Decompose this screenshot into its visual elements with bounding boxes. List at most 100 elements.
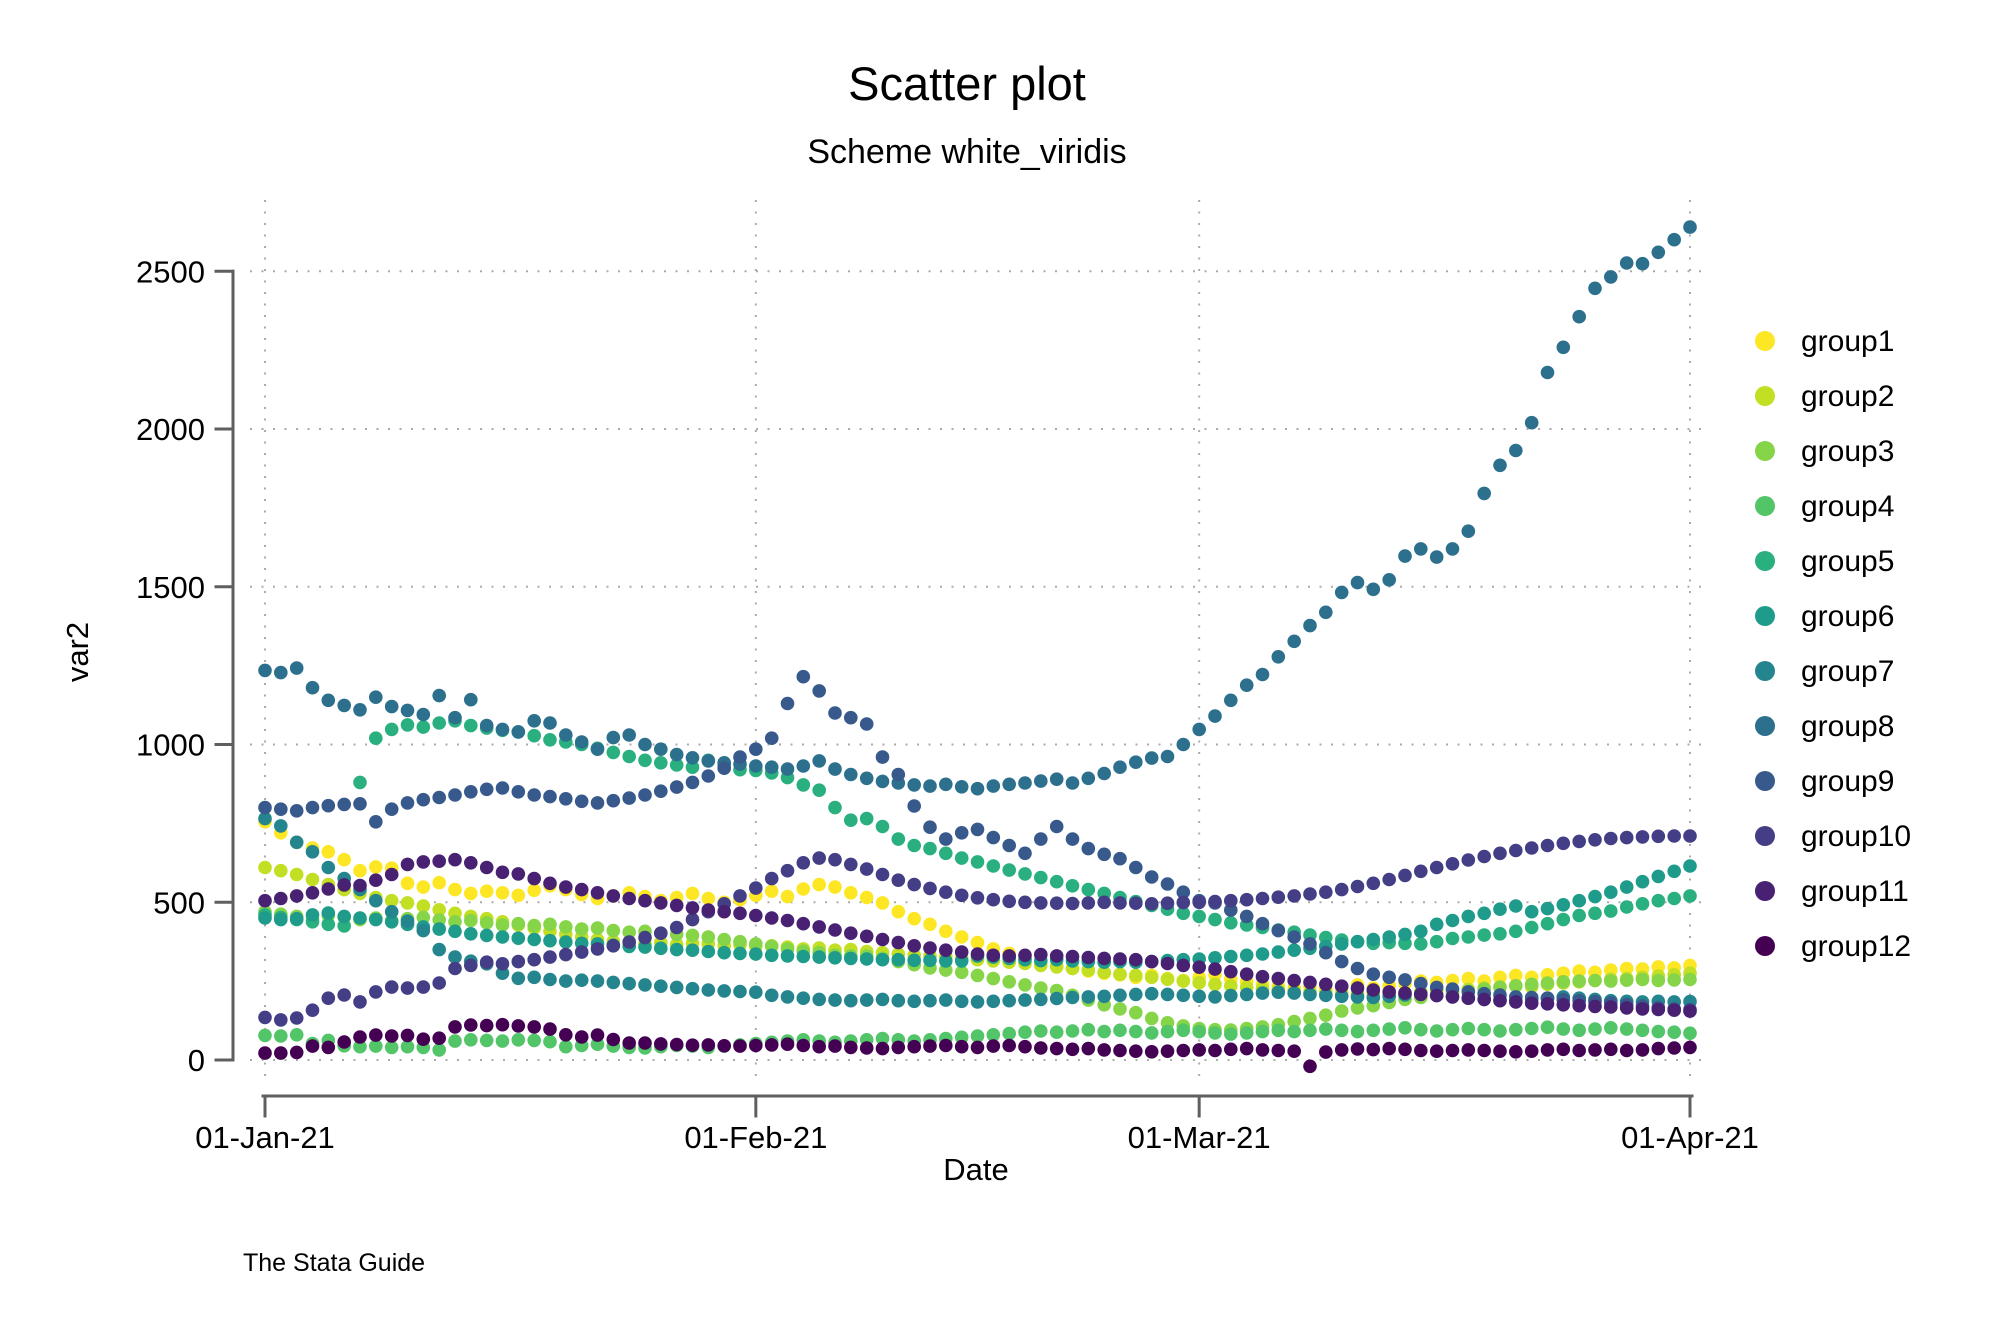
data-point: [891, 952, 906, 967]
data-point: [1414, 1043, 1428, 1058]
data-point: [511, 916, 526, 931]
data-point: [479, 782, 494, 797]
data-point: [701, 930, 716, 944]
data-point: [1382, 930, 1396, 944]
data-point: [1129, 1044, 1143, 1058]
data-point: [1018, 895, 1032, 910]
data-point: [891, 873, 906, 887]
data-point: [1334, 937, 1349, 951]
data-point: [749, 1038, 763, 1053]
data-point: [1160, 896, 1175, 910]
data-point: [1619, 256, 1634, 270]
data-point: [1129, 1024, 1143, 1039]
data-point: [1049, 819, 1064, 834]
data-point: [1129, 987, 1143, 1002]
data-point: [369, 1039, 383, 1053]
data-point: [1002, 993, 1016, 1008]
data-point: [400, 1039, 415, 1054]
data-point: [717, 1039, 731, 1053]
data-point: [590, 796, 605, 810]
data-point: [289, 804, 304, 818]
data-point: [1334, 1023, 1349, 1038]
data-point: [590, 942, 605, 956]
data-point: [1049, 896, 1064, 910]
data-point: [796, 1038, 811, 1053]
legend-item-label: group12: [1801, 930, 1911, 963]
data-point: [1255, 916, 1270, 931]
data-point: [1509, 1022, 1523, 1037]
y-axis-title: var2: [60, 622, 95, 682]
data-point: [1540, 916, 1555, 931]
data-point: [1113, 1002, 1127, 1016]
legend-item-label: group7: [1801, 655, 1894, 688]
data-point: [606, 793, 621, 808]
data-point: [289, 1011, 304, 1025]
data-point: [464, 1033, 478, 1047]
data-point: [970, 968, 985, 983]
data-point: [400, 876, 415, 891]
data-point: [1224, 1027, 1238, 1041]
data-point: [1192, 975, 1206, 990]
data-point: [1461, 853, 1476, 867]
data-point: [1493, 846, 1507, 861]
data-point: [733, 946, 747, 961]
data-point: [954, 945, 969, 959]
data-point: [258, 1046, 272, 1060]
data-point: [527, 932, 541, 947]
data-point: [638, 753, 652, 768]
data-point: [1002, 894, 1016, 909]
data-point: [448, 950, 462, 964]
data-point: [1255, 1024, 1270, 1039]
data-point: [511, 785, 526, 799]
data-point: [527, 883, 541, 898]
data-point: [1002, 975, 1016, 989]
data-point: [828, 852, 842, 867]
legend-marker-icon: [1755, 441, 1775, 461]
data-point: [1319, 1022, 1333, 1036]
data-point: [875, 1041, 890, 1056]
data-point: [543, 733, 557, 747]
data-point: [1176, 988, 1191, 1003]
data-point: [1255, 891, 1270, 906]
data-point: [812, 754, 826, 768]
data-point: [1556, 1042, 1571, 1057]
data-point: [400, 796, 415, 810]
data-point: [1604, 974, 1618, 988]
data-point: [828, 1039, 842, 1053]
data-points: [258, 220, 1697, 1074]
legend-marker-icon: [1755, 661, 1775, 681]
data-point: [543, 716, 557, 730]
data-point: [654, 979, 668, 993]
data-point: [1065, 776, 1080, 790]
data-point: [1271, 1043, 1286, 1058]
data-point: [1192, 1024, 1206, 1039]
data-point: [1208, 977, 1222, 992]
data-point: [574, 973, 589, 987]
data-point: [939, 885, 953, 899]
data-point: [1224, 964, 1238, 979]
data-point: [685, 928, 700, 943]
data-point: [1572, 893, 1586, 908]
data-point: [574, 922, 589, 936]
legend-item-label: group5: [1801, 545, 1894, 578]
data-point: [1588, 1022, 1602, 1036]
data-point: [939, 954, 953, 968]
data-point: [1081, 1041, 1096, 1056]
data-point: [654, 756, 668, 770]
data-point: [1493, 902, 1507, 916]
y-tick-label: 1500: [136, 570, 205, 605]
data-point: [970, 935, 985, 950]
data-point: [1018, 948, 1032, 963]
data-point: [1303, 937, 1317, 951]
data-point: [384, 1040, 399, 1055]
data-point: [764, 871, 779, 886]
data-point: [1049, 1025, 1064, 1039]
data-point: [1081, 950, 1096, 965]
data-point: [353, 911, 367, 925]
data-point: [1493, 927, 1507, 941]
data-point: [305, 680, 320, 695]
legend-item-group6: group6: [1755, 600, 1894, 633]
legend-item-group4: group4: [1755, 490, 1894, 523]
data-point: [1287, 1044, 1301, 1058]
